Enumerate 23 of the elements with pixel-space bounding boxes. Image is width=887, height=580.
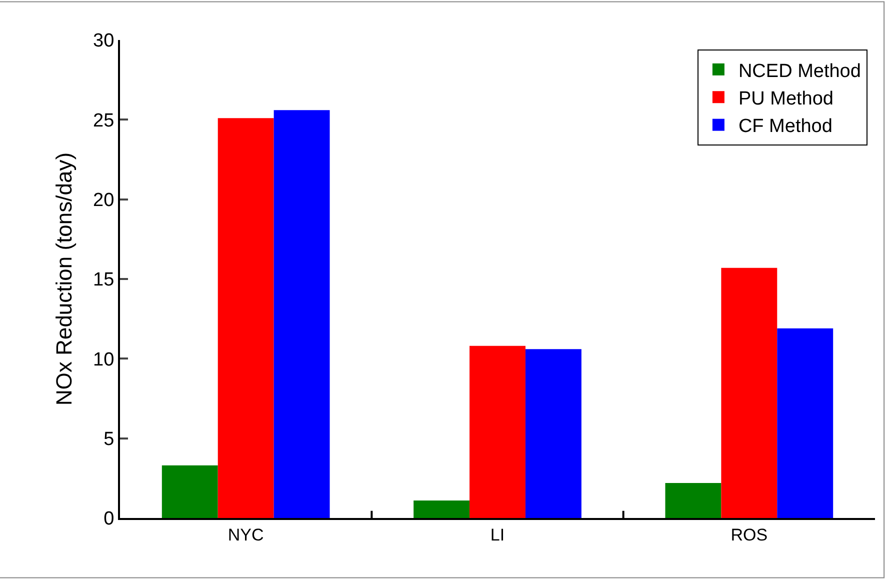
x-tick-label: LI: [490, 525, 505, 544]
bar: [470, 346, 526, 518]
legend-label: NCED Method: [738, 60, 861, 82]
x-tick-label: NYC: [228, 525, 264, 544]
y-tick-label: 5: [104, 428, 114, 450]
bar: [665, 482, 722, 518]
x-tick-label: ROS: [730, 525, 768, 544]
y-tick-label: 0: [104, 508, 114, 530]
y-tick-label: 15: [93, 270, 114, 291]
y-axis-title: NOx Reduction (tons/day): [51, 152, 76, 406]
y-tick-label: 30: [93, 30, 114, 52]
bar: [162, 465, 218, 518]
bar: [721, 268, 778, 518]
y-tick-label: 25: [93, 110, 114, 132]
y-tick-label: 10: [93, 349, 114, 370]
legend-label: PU Method: [738, 88, 834, 110]
bar: [274, 110, 330, 518]
y-tick-label: 20: [93, 190, 114, 211]
bar: [414, 500, 470, 518]
bar: [218, 118, 274, 518]
legend-label: CF Method: [738, 116, 832, 138]
bar: [525, 349, 582, 518]
bar: [777, 328, 834, 518]
